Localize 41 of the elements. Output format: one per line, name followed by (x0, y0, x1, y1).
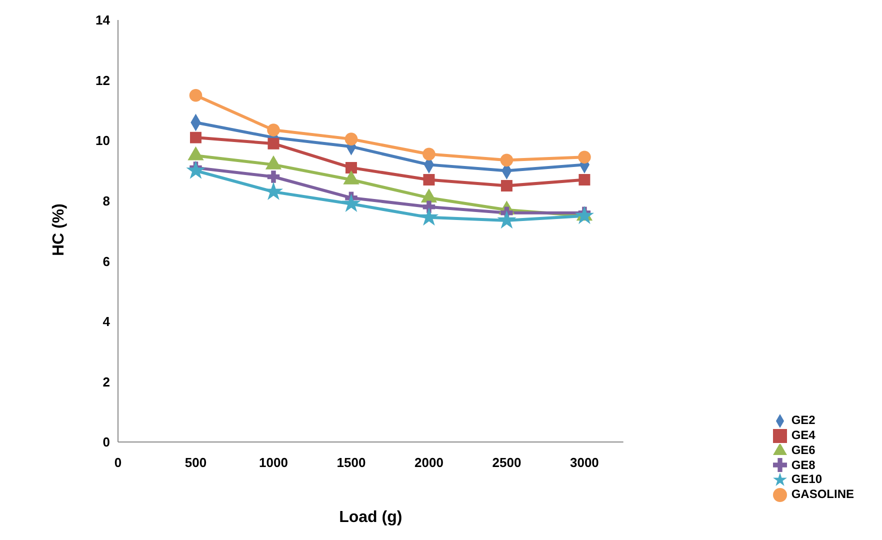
legend-label: GE10 (791, 472, 822, 486)
y-tick-label: 12 (96, 72, 110, 88)
y-tick-label: 4 (102, 314, 111, 330)
point (500, 180, 512, 192)
y-tick-label: 14 (96, 12, 111, 28)
y-tick-label: 8 (102, 193, 110, 208)
point (267, 124, 280, 136)
x-tick-label: 500 (184, 455, 207, 470)
point (578, 150, 591, 164)
x-axis-title: Load (g) (339, 509, 402, 526)
legend-label: GE2 (791, 413, 816, 428)
x-tick-label: 1500 (336, 455, 366, 470)
point (422, 148, 436, 161)
y-tick-label: 2 (102, 374, 110, 390)
point (423, 174, 435, 186)
point (421, 189, 437, 203)
legend-label: GE6 (791, 442, 816, 457)
legend-label: GASOLINE (791, 487, 854, 502)
x-tick-label: 1000 (259, 455, 288, 470)
x-tick-label: 3000 (570, 455, 599, 470)
point (345, 162, 357, 174)
x-tick-label: 2000 (414, 455, 444, 470)
point (189, 88, 202, 102)
y-tick-label: 10 (96, 133, 110, 148)
point (344, 132, 358, 146)
point (190, 132, 202, 144)
x-tick-label: 2500 (492, 455, 522, 470)
legend-label: GE8 (791, 458, 816, 472)
point (578, 174, 590, 186)
legend-label: GE4 (791, 428, 816, 442)
point (268, 138, 280, 150)
y-axis-title: HC (%) (50, 204, 68, 256)
point (267, 170, 280, 183)
point (500, 154, 514, 167)
point (342, 194, 360, 212)
y-tick-label: 6 (102, 254, 110, 269)
y-tick-label: 0 (102, 434, 110, 450)
point (420, 208, 438, 225)
point (498, 212, 516, 228)
x-tick-label: 0 (114, 455, 122, 470)
point (187, 162, 204, 178)
